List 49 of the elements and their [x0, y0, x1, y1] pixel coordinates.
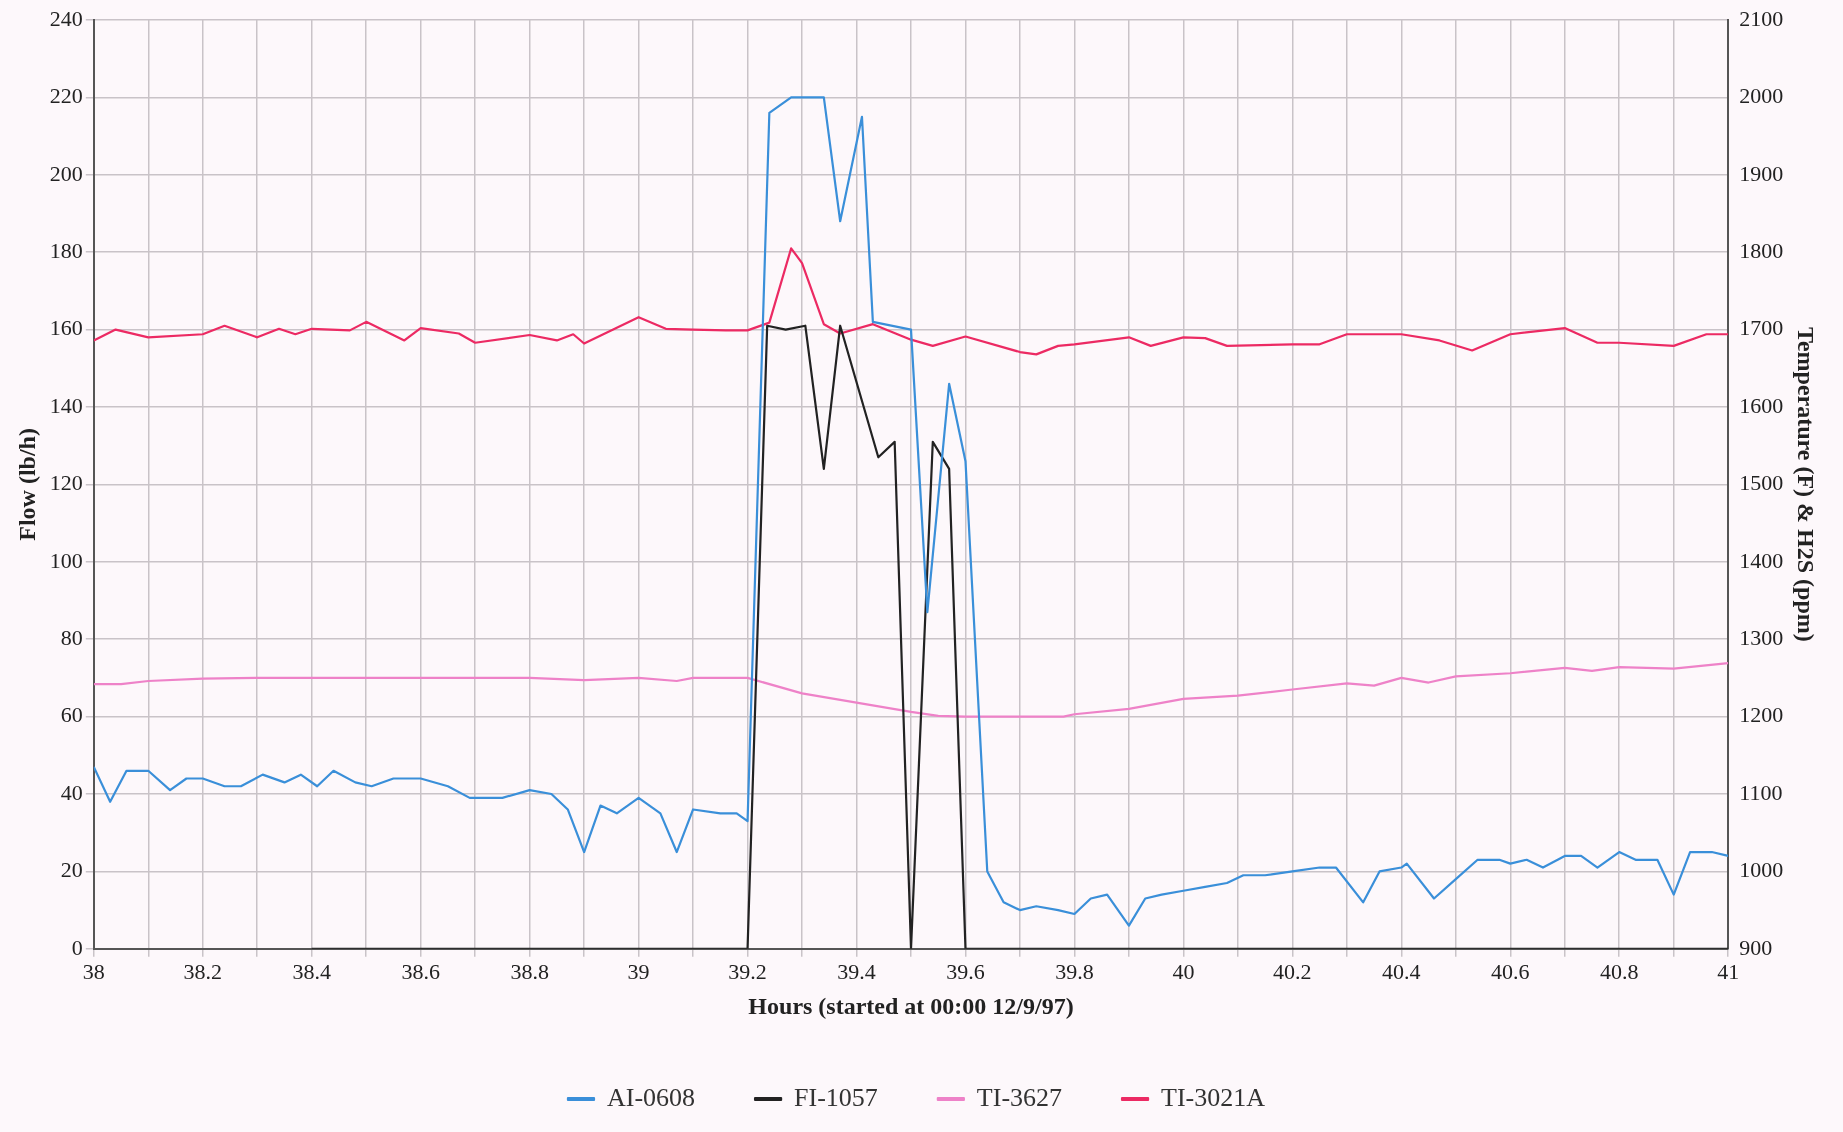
y-axis-title: Flow (lb/h): [13, 428, 40, 541]
y2-tick-label: 1800: [1739, 237, 1784, 263]
x-tick-label: 38.6: [401, 958, 440, 984]
x-tick-label: 38: [82, 958, 105, 984]
x-tick-label: 40: [1172, 958, 1195, 984]
legend-label: AI-0608: [606, 1082, 696, 1112]
legend-label: TI-3021A: [1161, 1082, 1266, 1112]
x-tick-label: 39: [627, 958, 650, 984]
x-axis-title: Hours (started at 00:00 12/9/97): [748, 992, 1074, 1019]
y2-tick-label: 1900: [1739, 160, 1784, 186]
y-tick-label: 40: [60, 779, 83, 805]
y-tick-label: 240: [49, 5, 83, 31]
x-tick-label: 41: [1717, 958, 1740, 984]
legend-label: TI-3627: [976, 1082, 1063, 1112]
x-tick-label: 38.4: [292, 958, 331, 984]
y-tick-label: 80: [60, 624, 83, 650]
y-tick-label: 180: [49, 237, 83, 263]
y2-tick-label: 2100: [1739, 5, 1784, 31]
y2-tick-label: 900: [1739, 934, 1773, 960]
y-tick-label: 160: [49, 315, 83, 341]
y2-tick-label: 1000: [1739, 857, 1784, 883]
y-tick-label: 220: [49, 83, 83, 109]
y-tick-label: 100: [49, 547, 83, 573]
x-tick-label: 39.8: [1055, 958, 1094, 984]
y2-tick-label: 1300: [1739, 624, 1784, 650]
y2-tick-label: 1400: [1739, 547, 1784, 573]
x-tick-label: 40.2: [1273, 958, 1312, 984]
y-tick-label: 20: [60, 857, 83, 883]
x-tick-label: 40.6: [1491, 958, 1530, 984]
y-tick-label: 200: [49, 160, 83, 186]
y2-tick-label: 1600: [1739, 392, 1784, 418]
x-tick-label: 38.8: [510, 958, 549, 984]
x-tick-label: 40.8: [1599, 958, 1639, 984]
y2-tick-label: 2000: [1739, 83, 1784, 109]
y-tick-label: 60: [60, 702, 83, 728]
y-tick-label: 0: [71, 934, 83, 960]
y2-tick-label: 1500: [1739, 470, 1784, 496]
y-tick-label: 140: [49, 392, 83, 418]
x-tick-label: 38.2: [183, 958, 223, 984]
y2-tick-label: 1700: [1739, 315, 1784, 341]
y2-tick-label: 1100: [1739, 779, 1783, 805]
legend-label: FI-1057: [794, 1082, 878, 1112]
y2-axis-title: Temperature (F) & H2S (ppm): [1793, 327, 1820, 642]
x-tick-label: 39.2: [728, 958, 767, 984]
x-tick-label: 40.4: [1382, 958, 1421, 984]
y-tick-label: 120: [49, 470, 83, 496]
y2-tick-label: 1200: [1739, 702, 1784, 728]
x-tick-label: 39.4: [837, 958, 876, 984]
x-tick-label: 39.6: [946, 958, 985, 984]
